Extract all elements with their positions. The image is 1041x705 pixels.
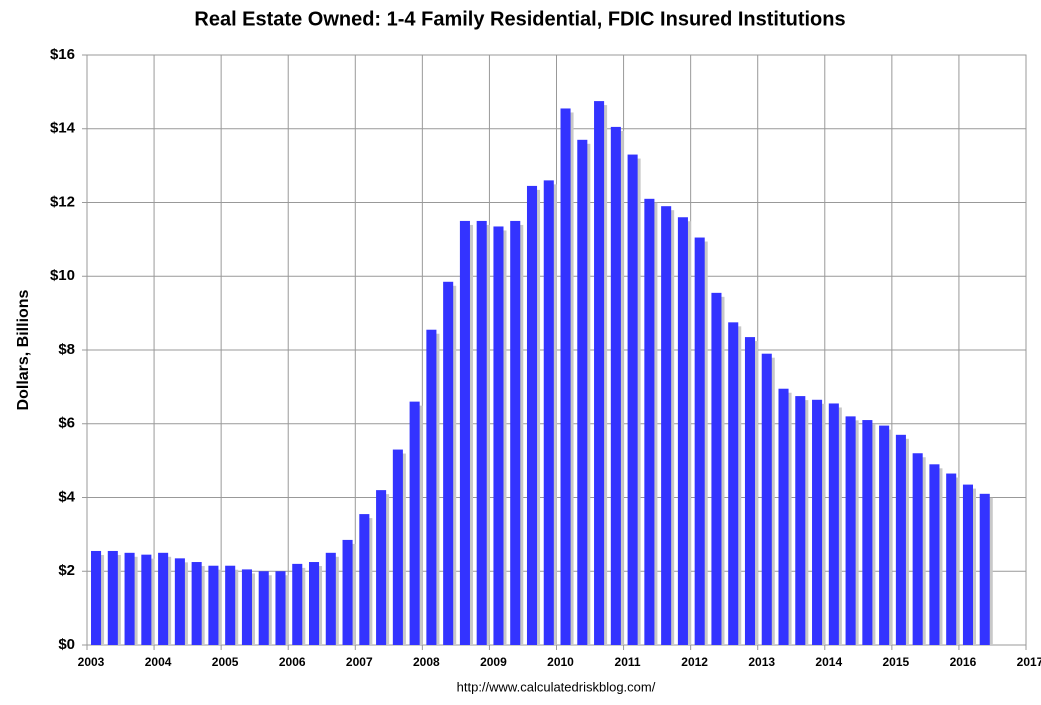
x-tick-label: 2006 bbox=[279, 655, 306, 669]
bar bbox=[258, 571, 269, 645]
y-tick-label: $4 bbox=[58, 488, 75, 505]
bar bbox=[929, 464, 940, 645]
bar bbox=[912, 453, 923, 645]
y-tick-label: $6 bbox=[58, 415, 75, 432]
bar bbox=[543, 180, 554, 645]
bar bbox=[879, 425, 890, 645]
x-tick-label: 2015 bbox=[883, 655, 910, 669]
bar bbox=[795, 396, 806, 645]
bar bbox=[862, 420, 873, 645]
y-tick-label: $14 bbox=[50, 120, 76, 137]
bar bbox=[979, 493, 990, 645]
bar bbox=[946, 473, 957, 645]
bar bbox=[610, 126, 621, 645]
x-tick-label: 2012 bbox=[681, 655, 708, 669]
bar bbox=[275, 571, 286, 645]
bar bbox=[560, 108, 571, 645]
bar bbox=[174, 558, 185, 645]
x-tick-label: 2005 bbox=[212, 655, 239, 669]
bar bbox=[141, 554, 152, 645]
bar bbox=[409, 401, 420, 645]
y-axis-label: Dollars, Billions bbox=[15, 289, 32, 410]
bar bbox=[828, 403, 839, 645]
bar bbox=[91, 550, 102, 645]
bar bbox=[376, 490, 387, 645]
bar bbox=[225, 565, 236, 645]
bar bbox=[342, 539, 353, 645]
bar bbox=[124, 552, 135, 645]
bar bbox=[594, 101, 605, 645]
bar bbox=[308, 562, 320, 645]
bar bbox=[845, 416, 856, 645]
chart-title: Real Estate Owned: 1-4 Family Residentia… bbox=[194, 8, 845, 30]
bar bbox=[476, 220, 487, 645]
bar bbox=[459, 220, 470, 645]
source: http://www.calculatedriskblog.com/ bbox=[457, 679, 656, 694]
bar bbox=[325, 552, 336, 645]
bar bbox=[895, 434, 906, 645]
y-tick-label: $10 bbox=[50, 267, 75, 284]
x-tick-label: 2014 bbox=[815, 655, 842, 669]
bar bbox=[493, 226, 504, 645]
x-tick-label: 2009 bbox=[480, 655, 507, 669]
x-tick-label: 2010 bbox=[547, 655, 574, 669]
bar bbox=[694, 237, 705, 645]
y-tick-label: $0 bbox=[58, 636, 75, 653]
bar bbox=[510, 220, 521, 645]
x-tick-label: 2004 bbox=[145, 655, 172, 669]
x-tick-label: 2011 bbox=[615, 655, 641, 669]
bar bbox=[661, 206, 672, 645]
bar bbox=[778, 388, 789, 645]
x-tick-label: 2013 bbox=[748, 655, 775, 669]
x-tick-label: 2003 bbox=[78, 655, 105, 669]
bar bbox=[158, 552, 169, 645]
bar bbox=[359, 514, 370, 645]
bar bbox=[644, 198, 655, 645]
x-tick-label: 2016 bbox=[950, 655, 977, 669]
bar bbox=[962, 484, 974, 645]
x-tick-label: 2008 bbox=[413, 655, 440, 669]
bar bbox=[577, 139, 588, 645]
bar bbox=[526, 185, 538, 645]
y-tick-label: $2 bbox=[58, 562, 75, 579]
y-tick-label: $8 bbox=[58, 341, 75, 358]
bar bbox=[208, 565, 219, 645]
y-tick-label: $16 bbox=[50, 46, 75, 63]
bar bbox=[744, 337, 756, 645]
bar bbox=[761, 353, 772, 645]
bar bbox=[392, 449, 403, 645]
x-tick-label: 2007 bbox=[346, 655, 373, 669]
bar bbox=[677, 217, 688, 645]
bar bbox=[107, 550, 118, 645]
y-tick-label: $12 bbox=[50, 193, 75, 210]
bar bbox=[728, 322, 739, 645]
bar bbox=[627, 154, 638, 645]
bar bbox=[812, 399, 823, 645]
bar bbox=[241, 569, 252, 645]
bar bbox=[443, 281, 454, 645]
bar bbox=[191, 562, 202, 645]
x-tick-label: 2017 bbox=[1017, 655, 1041, 669]
bar bbox=[292, 563, 303, 645]
bar bbox=[711, 292, 722, 645]
bar bbox=[426, 329, 437, 645]
